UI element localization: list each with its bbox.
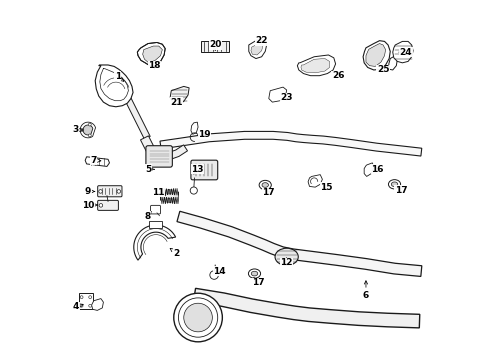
- Text: 20: 20: [208, 40, 221, 50]
- FancyBboxPatch shape: [98, 201, 118, 210]
- Polygon shape: [388, 56, 397, 70]
- Text: 8: 8: [144, 212, 151, 221]
- Text: 6: 6: [362, 281, 368, 300]
- Polygon shape: [297, 55, 335, 76]
- Text: 10: 10: [81, 201, 97, 210]
- Text: 11: 11: [151, 188, 165, 197]
- Polygon shape: [140, 136, 156, 155]
- Polygon shape: [193, 288, 419, 328]
- Text: 2: 2: [170, 248, 180, 258]
- Text: 23: 23: [280, 93, 292, 102]
- FancyBboxPatch shape: [145, 146, 172, 167]
- Text: 7: 7: [90, 156, 101, 165]
- Polygon shape: [363, 41, 389, 70]
- Polygon shape: [365, 44, 385, 66]
- Polygon shape: [124, 96, 150, 139]
- Text: 26: 26: [331, 71, 344, 80]
- Text: 14: 14: [213, 266, 225, 276]
- Circle shape: [99, 203, 102, 207]
- Text: 13: 13: [191, 165, 203, 174]
- Polygon shape: [177, 211, 421, 276]
- Text: 18: 18: [148, 61, 161, 70]
- Text: 1: 1: [114, 72, 123, 81]
- Polygon shape: [91, 298, 103, 310]
- Text: 21: 21: [170, 98, 183, 107]
- Ellipse shape: [387, 180, 400, 189]
- FancyBboxPatch shape: [98, 186, 122, 197]
- Circle shape: [80, 304, 83, 307]
- Polygon shape: [169, 145, 187, 159]
- Polygon shape: [300, 59, 329, 73]
- Polygon shape: [85, 157, 109, 166]
- Polygon shape: [364, 163, 373, 176]
- Polygon shape: [137, 42, 165, 67]
- Bar: [201, 41, 228, 52]
- Polygon shape: [170, 86, 189, 104]
- Text: 17: 17: [262, 188, 275, 197]
- Polygon shape: [83, 125, 93, 135]
- Circle shape: [88, 134, 91, 137]
- Ellipse shape: [259, 180, 271, 190]
- Polygon shape: [250, 44, 263, 55]
- Ellipse shape: [274, 248, 298, 265]
- Text: 4: 4: [73, 302, 83, 311]
- Circle shape: [80, 296, 83, 298]
- Ellipse shape: [251, 271, 257, 276]
- Circle shape: [99, 190, 102, 193]
- Text: 5: 5: [144, 165, 154, 174]
- Text: 25: 25: [376, 66, 388, 75]
- Polygon shape: [160, 188, 178, 204]
- Polygon shape: [248, 40, 266, 59]
- Text: 24: 24: [398, 48, 411, 57]
- Polygon shape: [142, 46, 162, 63]
- Text: 12: 12: [280, 258, 292, 267]
- Ellipse shape: [262, 183, 268, 187]
- Polygon shape: [80, 122, 95, 138]
- Circle shape: [81, 129, 83, 131]
- Text: 3: 3: [73, 126, 83, 135]
- Circle shape: [88, 123, 91, 126]
- Polygon shape: [268, 87, 286, 102]
- Polygon shape: [95, 65, 133, 107]
- Text: 9: 9: [85, 187, 95, 196]
- Circle shape: [88, 304, 91, 307]
- Polygon shape: [134, 225, 175, 260]
- Polygon shape: [174, 304, 195, 321]
- Ellipse shape: [248, 269, 260, 278]
- Circle shape: [209, 271, 218, 279]
- Polygon shape: [392, 41, 412, 63]
- FancyBboxPatch shape: [150, 205, 160, 214]
- Polygon shape: [149, 221, 162, 228]
- Polygon shape: [190, 122, 198, 134]
- Circle shape: [173, 293, 222, 342]
- Text: 17: 17: [394, 185, 407, 194]
- Text: 19: 19: [198, 130, 210, 139]
- Circle shape: [178, 298, 217, 337]
- Circle shape: [190, 187, 197, 194]
- Circle shape: [183, 303, 212, 332]
- Polygon shape: [160, 131, 421, 156]
- Bar: [80, 293, 93, 309]
- Circle shape: [88, 296, 91, 298]
- Text: 15: 15: [320, 183, 332, 192]
- Polygon shape: [307, 175, 322, 187]
- Text: 22: 22: [255, 36, 267, 45]
- Text: 17: 17: [251, 278, 264, 287]
- Text: 16: 16: [370, 165, 383, 174]
- Ellipse shape: [390, 182, 397, 186]
- Circle shape: [117, 190, 121, 193]
- FancyBboxPatch shape: [190, 160, 217, 180]
